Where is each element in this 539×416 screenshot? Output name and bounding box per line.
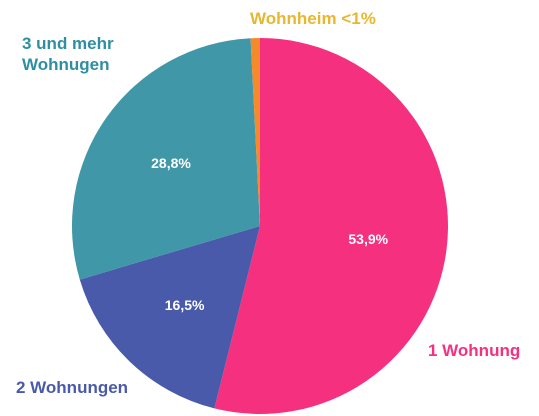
pie-slice [250, 38, 260, 226]
category-label: 1 Wohnung [428, 341, 521, 360]
value-label: 53,9% [348, 231, 389, 248]
pie-slice [214, 38, 449, 415]
pie-slice [79, 226, 260, 409]
slice-label: 2 Wohnungen [16, 377, 128, 398]
slice-label: 1 Wohnung [428, 340, 520, 361]
category-label: Wohnheim [250, 9, 337, 28]
category-label: 2 Wohnungen [16, 378, 129, 397]
slice-label: 3 und mehr Wohnugen [22, 33, 152, 75]
value-label: <1% [341, 9, 376, 28]
category-label: 3 und mehr Wohnugen [22, 34, 114, 74]
pie-slice [72, 38, 261, 280]
value-label: 28,8% [151, 155, 191, 172]
slice-label: Wohnheim <1% [250, 8, 376, 29]
value-label: 16,5% [164, 296, 205, 313]
